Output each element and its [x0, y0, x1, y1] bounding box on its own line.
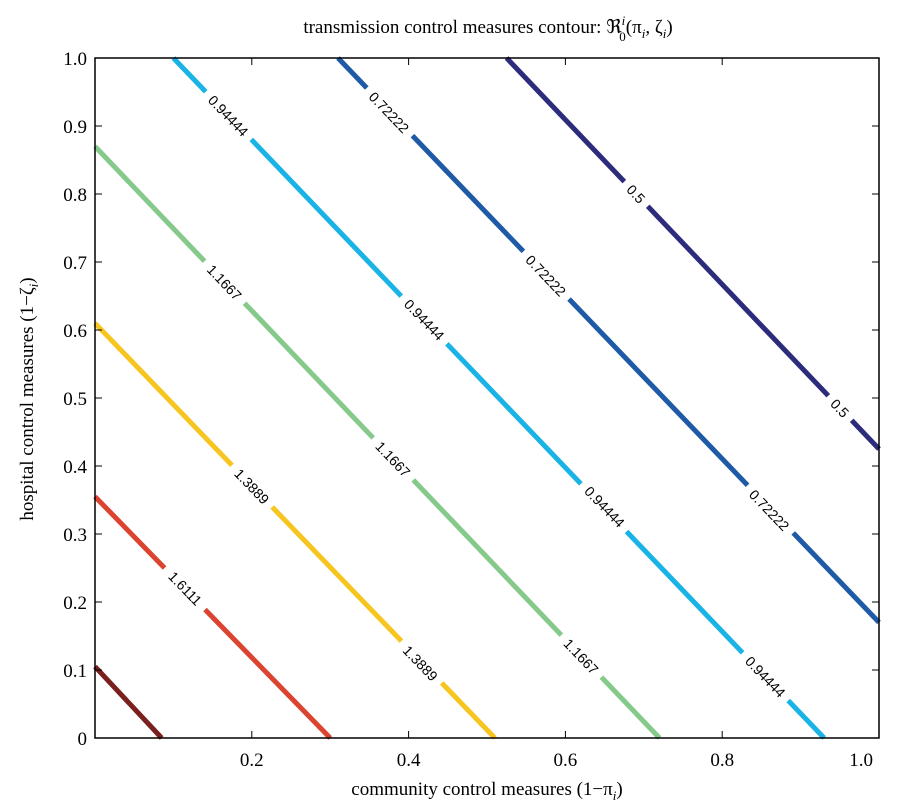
y-tick-label: 0 — [78, 729, 88, 750]
contour-label-1.3889-0: 1.3889 — [225, 459, 278, 513]
x-tick-label: 1.0 — [849, 750, 873, 771]
contour-line-0.94444 — [171, 56, 826, 740]
plot-frame — [94, 57, 880, 739]
contour-label-text: 1.1667 — [372, 438, 413, 480]
contour-label-text: 1.3889 — [231, 465, 272, 507]
contour-label-gap — [822, 390, 858, 427]
x-axis-ticks: 0.2 0.4 0.6 0.8 1.0 — [240, 58, 880, 771]
contour-label-0.94444-2: 0.94444 — [576, 477, 634, 537]
svg-text:transmission control measures: transmission control measures contour: ℜ… — [303, 13, 672, 44]
x-tick-label: 0.6 — [554, 750, 578, 771]
contour-label-text: 1.6111 — [165, 568, 205, 609]
y-tick-label: 0.6 — [63, 321, 87, 342]
contour-label-0.94444-0: 0.94444 — [199, 86, 257, 146]
contour-label-1.1667-2: 1.1667 — [555, 629, 607, 683]
contour-labels: 0.50.50.722220.722220.722220.944440.9444… — [159, 83, 858, 707]
y-axis-label: hospital control measures (1−ζi) — [17, 277, 41, 520]
y-tick-label: 0.5 — [63, 389, 87, 410]
contour-line-0.72222 — [336, 56, 881, 625]
contour-label-gap — [367, 432, 419, 486]
contour-label-text: 0.94444 — [401, 296, 448, 344]
y-axis-ticks: 0 0.1 0.2 0.3 0.4 0.5 0.6 0.7 0.8 0.9 1.0 — [63, 49, 879, 750]
x-tick-label: 0.4 — [397, 750, 421, 771]
contour-label-gap — [199, 86, 257, 146]
contour-label-1.1667-1: 1.1667 — [367, 432, 419, 486]
contour-label-gap — [395, 290, 453, 350]
contour-label-text: 1.1667 — [561, 635, 602, 677]
contour-line-0.5 — [504, 56, 881, 451]
contour-label-text: 0.72222 — [523, 252, 570, 300]
contour-label-gap — [736, 647, 794, 707]
y-tick-label: 0.8 — [63, 185, 87, 206]
y-tick-label: 1.0 — [63, 49, 87, 70]
contour-line-1.6111 — [93, 494, 332, 740]
contour-label-0.94444-1: 0.94444 — [395, 290, 453, 350]
contour-label-0.72222-2: 0.72222 — [740, 480, 798, 540]
contour-label-text: 0.94444 — [581, 483, 628, 531]
contour-line-level-6 — [93, 664, 164, 740]
x-tick-label: 0.8 — [710, 750, 734, 771]
contour-label-gap — [159, 562, 212, 615]
contour-label-gap — [517, 246, 575, 305]
contour-label-gap — [618, 176, 654, 212]
contour-label-1.6111-0: 1.6111 — [159, 562, 212, 615]
contour-label-gap — [198, 255, 251, 309]
contour-label-0.72222-0: 0.72222 — [360, 83, 418, 142]
contour-label-gap — [225, 459, 278, 513]
contour-label-0.94444-3: 0.94444 — [736, 647, 794, 707]
contour-label-text: 1.1667 — [204, 261, 245, 303]
contour-label-text: 1.3889 — [400, 642, 441, 684]
y-tick-label: 0.3 — [63, 525, 87, 546]
svg-text:hospital control measures (1−ζ: hospital control measures (1−ζi) — [17, 277, 41, 520]
contour-lines — [93, 56, 881, 740]
contour-label-text: 0.72222 — [366, 89, 413, 137]
contour-label-gap — [740, 480, 798, 540]
contour-label-gap — [576, 477, 634, 537]
contour-label-gap — [360, 83, 418, 142]
contour-label-1.1667-0: 1.1667 — [198, 255, 251, 309]
y-tick-label: 0.2 — [63, 593, 87, 614]
y-tick-label: 0.4 — [63, 457, 87, 478]
svg-text:community control measures (1−: community control measures (1−πi) — [351, 779, 622, 803]
contour-label-gap — [394, 636, 447, 690]
contour-label-1.3889-1: 1.3889 — [394, 636, 447, 690]
x-tick-label: 0.2 — [240, 750, 264, 771]
x-axis-label: community control measures (1−πi) — [351, 779, 622, 803]
contour-label-text: 0.94444 — [742, 653, 789, 701]
y-tick-label: 0.9 — [63, 117, 87, 138]
y-tick-label: 0.1 — [63, 661, 87, 682]
contour-label-text: 0.94444 — [205, 92, 252, 140]
y-tick-label: 0.7 — [63, 253, 87, 274]
contour-label-gap — [555, 629, 607, 683]
contour-label-0.72222-1: 0.72222 — [517, 246, 575, 305]
chart-title: transmission control measures contour: ℜ… — [303, 13, 672, 44]
contour-label-text: 0.72222 — [746, 486, 793, 534]
